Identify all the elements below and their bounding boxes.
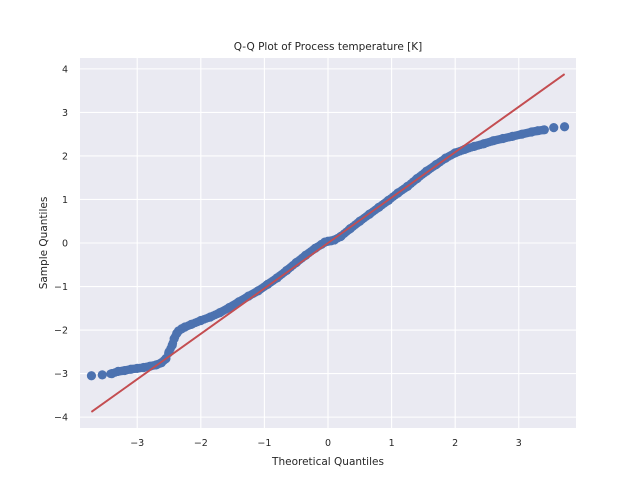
data-point bbox=[205, 312, 215, 322]
data-point bbox=[507, 131, 518, 141]
x-tick-labels: −3 −2 −1 0 1 2 3 bbox=[130, 438, 522, 449]
data-point bbox=[469, 141, 479, 151]
y-tick-label: 1 bbox=[62, 195, 68, 206]
x-tick-label: 2 bbox=[452, 438, 458, 449]
x-axis-label: Theoretical Quantiles bbox=[271, 456, 384, 468]
y-tick-label: −1 bbox=[54, 282, 68, 293]
y-tick-label: 0 bbox=[62, 239, 68, 250]
data-point bbox=[262, 279, 273, 289]
data-point bbox=[196, 315, 206, 326]
data-point bbox=[517, 129, 527, 139]
data-point bbox=[336, 231, 346, 242]
y-tick-label: −3 bbox=[54, 369, 68, 380]
data-point bbox=[186, 319, 196, 329]
data-point bbox=[539, 125, 549, 135]
data-point bbox=[282, 265, 292, 276]
x-tick-label: −1 bbox=[257, 438, 271, 449]
grid-lines bbox=[80, 58, 576, 428]
data-point bbox=[479, 139, 489, 149]
x-tick-label: −2 bbox=[194, 438, 208, 449]
y-tick-label: 4 bbox=[62, 64, 68, 75]
reference-line-overlay bbox=[90, 73, 566, 413]
x-tick-label: 3 bbox=[516, 438, 522, 449]
x-tick-label: 0 bbox=[325, 438, 331, 449]
data-point bbox=[488, 136, 498, 146]
chart-title: Q-Q Plot of Process temperature [K] bbox=[234, 41, 423, 53]
data-point bbox=[253, 286, 263, 296]
y-tick-labels: −4 −3 −2 −1 0 1 2 3 4 bbox=[54, 64, 68, 423]
x-tick-label: −3 bbox=[130, 438, 144, 449]
data-point bbox=[97, 370, 107, 380]
y-tick-label: 2 bbox=[62, 151, 68, 162]
data-point bbox=[559, 122, 570, 132]
y-axis-label: Sample Quantiles bbox=[38, 197, 50, 290]
y-tick-label: −2 bbox=[54, 326, 68, 337]
data-point bbox=[86, 371, 97, 381]
data-points bbox=[86, 73, 570, 413]
data-point bbox=[498, 133, 508, 144]
data-point bbox=[224, 302, 235, 313]
y-tick-label: −4 bbox=[54, 413, 68, 424]
x-tick-label: 1 bbox=[389, 438, 395, 449]
y-tick-label: 3 bbox=[62, 108, 68, 119]
data-point bbox=[549, 123, 559, 133]
data-point bbox=[215, 308, 225, 318]
